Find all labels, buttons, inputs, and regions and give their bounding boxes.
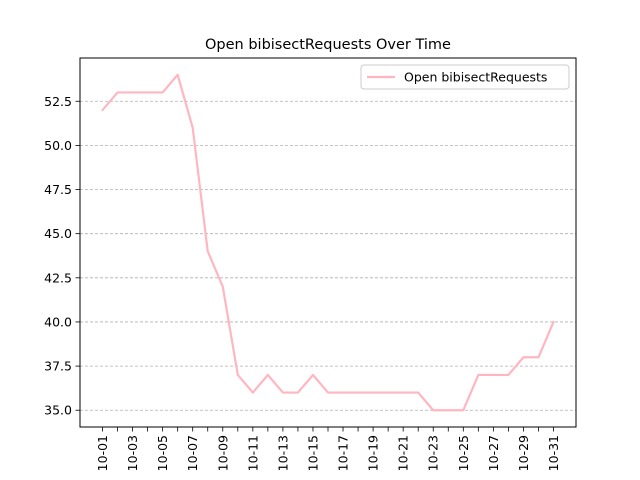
chart-title: Open bibisectRequests Over Time: [205, 37, 451, 53]
legend-box: [360, 64, 570, 90]
x-tick-label: 10-11: [245, 435, 260, 471]
y-tick-label: 52.5: [44, 94, 72, 109]
x-tick-label: 10-17: [336, 435, 351, 471]
y-tick-label: 50.0: [44, 138, 72, 153]
x-tick-label: 10-19: [366, 435, 381, 471]
y-tick-label: 40.0: [44, 314, 72, 329]
x-tick-label: 10-01: [95, 435, 110, 471]
x-tick-label: 10-09: [215, 435, 230, 471]
x-tick-label: 10-05: [155, 435, 170, 471]
x-tick-label: 10-27: [486, 435, 501, 471]
legend-label: Open bibisectRequests: [404, 70, 547, 85]
x-tick-label: 10-25: [456, 435, 471, 471]
y-tick-label: 35.0: [44, 403, 72, 418]
y-tick-label: 47.5: [44, 182, 72, 197]
series-line: [101, 73, 555, 412]
x-tick-label: 10-13: [275, 435, 290, 471]
x-tick-label: 10-03: [125, 435, 140, 471]
legend: Open bibisectRequests: [360, 64, 570, 90]
grid-lines: [80, 100, 576, 411]
x-tick-label: 10-21: [396, 435, 411, 471]
x-tick-label: 10-23: [426, 435, 441, 471]
y-tick-label: 45.0: [44, 226, 72, 241]
x-tick-label: 10-29: [516, 435, 531, 471]
x-tick-label: 10-31: [546, 435, 561, 471]
x-tick-label: 10-15: [305, 435, 320, 471]
y-tick-label: 42.5: [44, 270, 72, 285]
y-axis: 35.0 37.5 40.0 42.5 45.0 47.5 50.0 52.5: [44, 94, 80, 418]
series-layer: [101, 73, 555, 412]
x-tick-label: 10-07: [185, 435, 200, 471]
y-tick-label: 37.5: [44, 359, 72, 374]
x-axis: 10-01 10-03 10-05 10-07 10-09 10-11 10-13 10-15…: [95, 427, 561, 471]
